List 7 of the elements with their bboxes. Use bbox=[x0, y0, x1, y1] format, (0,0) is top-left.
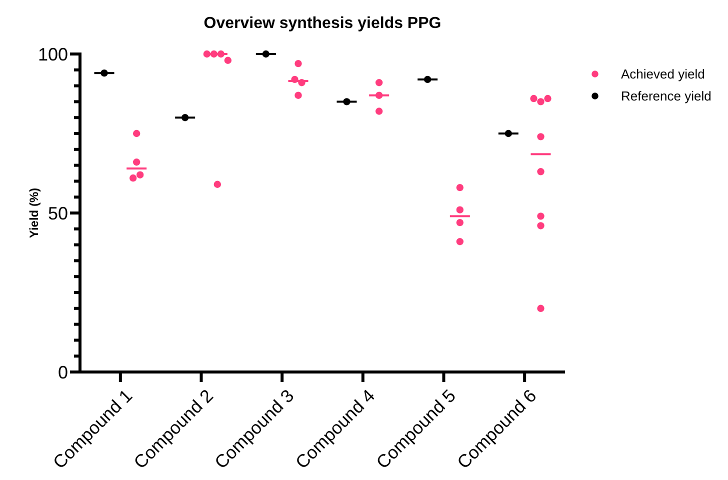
legend-label: Reference yield bbox=[621, 88, 712, 104]
y-axis-title: Yield (%) bbox=[27, 188, 41, 238]
chart-title: Overview synthesis yields PPG bbox=[204, 15, 442, 32]
legend-label: Achieved yield bbox=[621, 66, 705, 82]
y-tick-label: 100 bbox=[38, 44, 68, 64]
y-tick-label: 0 bbox=[58, 362, 68, 382]
y-tick-label: 50 bbox=[48, 203, 68, 224]
